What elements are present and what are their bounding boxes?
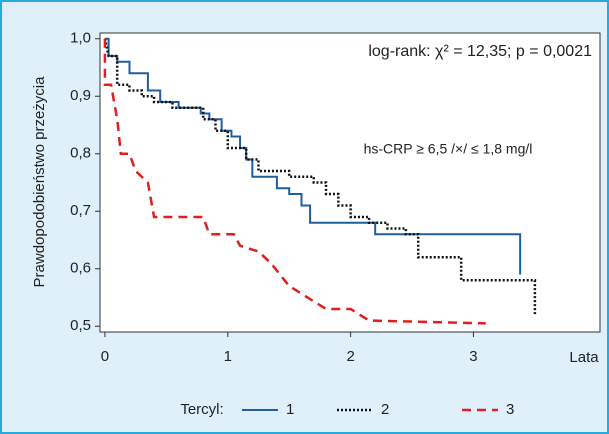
survival-curve: [103, 38, 486, 325]
x-tick-label: 1: [224, 348, 232, 365]
x-axis-label: Lata: [569, 349, 599, 366]
legend-label: 2: [381, 401, 389, 418]
x-tick-label: 0: [101, 348, 109, 365]
y-tick-label: 0,8: [70, 145, 91, 162]
legend-label: 1: [286, 401, 294, 418]
survival-curve: [103, 38, 537, 315]
legend-title: Tercyl:: [180, 401, 223, 418]
y-tick-label: 0,9: [70, 87, 91, 104]
y-axis-label: Prawdopodobieństwo przeżycia: [31, 76, 48, 288]
annotation: log-rank: χ² = 12,35; p = 0,0021: [368, 43, 592, 60]
y-tick-label: 0,6: [70, 260, 91, 277]
annotation: hs-CRP ≥ 6,5 /×/ ≤ 1,8 mg/l: [364, 141, 533, 157]
plot-area: [99, 32, 601, 333]
x-tick-label: 2: [346, 348, 354, 365]
y-tick-label: 0,5: [70, 317, 91, 334]
survival-curve: [104, 37, 522, 275]
y-tick-label: 0,7: [70, 202, 91, 219]
legend-label: 3: [506, 401, 514, 418]
x-tick-label: 3: [469, 348, 477, 365]
y-tick-label: 1,0: [70, 30, 91, 47]
